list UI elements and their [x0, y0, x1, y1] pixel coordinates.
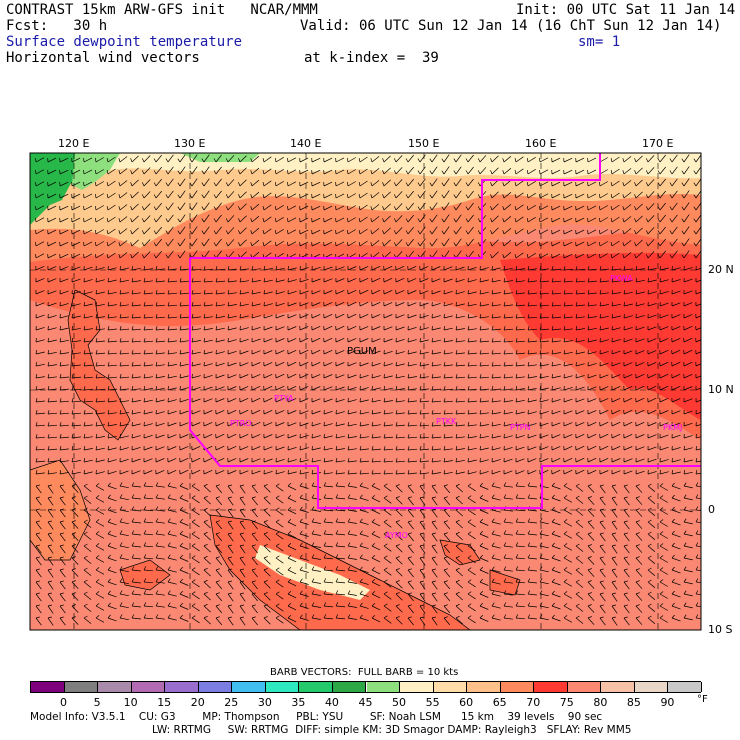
model-info-line2: LW: RRTMG SW: RRTMG DIFF: simple KM: 3D … — [152, 724, 632, 736]
colorbar-swatch — [232, 682, 266, 692]
colorbar-unit: °F — [697, 694, 708, 705]
colorbar-label: 65 — [492, 696, 507, 709]
valid-time: Valid: 06 UTC Sun 12 Jan 14 (16 ChT Sun … — [300, 18, 722, 34]
colorbar-swatch — [64, 682, 99, 692]
init-time: Init: 00 UTC Sat 11 Jan 14 — [516, 2, 736, 18]
field-primary: Surface dewpoint temperature — [6, 34, 243, 50]
colorbar-label: 90 — [660, 696, 675, 709]
station-aymo: AYMO — [385, 531, 408, 540]
smoothing-label: sm= 1 — [578, 34, 621, 50]
land-newguinea-highland — [255, 545, 370, 600]
station-ptya: PTYA — [274, 394, 294, 403]
lon-label-170: 170 E — [642, 137, 674, 150]
colorbar-label: 80 — [593, 696, 608, 709]
colorbar-label: 45 — [358, 696, 373, 709]
colorbar-label: 75 — [559, 696, 574, 709]
colorbar-swatch — [31, 682, 65, 692]
barb-caption: BARB VECTORS: FULL BARB = 10 kts — [270, 667, 459, 678]
colorbar-swatch — [165, 682, 199, 692]
green-top — [180, 153, 260, 162]
colorbar-swatch — [332, 682, 367, 692]
colorbar-swatch — [98, 682, 132, 692]
colorbar-swatch — [567, 682, 602, 692]
fir-boundary — [189, 153, 701, 509]
station-ptkk: PTKK — [436, 417, 457, 426]
green-region — [30, 153, 80, 225]
colorbar-swatch — [433, 682, 468, 692]
map-frame — [29, 152, 702, 631]
colorbar-swatch — [668, 682, 702, 692]
colorbar-label: 85 — [626, 696, 641, 709]
model-info-line1: Model Info: V3.5.1 CU: G3 MP: Thompson P… — [30, 711, 603, 723]
lon-label-120: 120 E — [58, 137, 90, 150]
k-index-label: at k-index = 39 — [304, 50, 439, 66]
colorbar-label: 0 — [60, 696, 68, 709]
colorbar-swatch — [198, 682, 233, 692]
colorbar-swatch — [500, 682, 535, 692]
colorbar-swatch — [366, 682, 401, 692]
station-ptro: PTRO — [230, 419, 252, 428]
colorbar-label: 60 — [459, 696, 474, 709]
colorbar-label: 5 — [93, 696, 101, 709]
wind-barbs — [35, 154, 701, 626]
lon-label-140: 140 E — [290, 137, 322, 150]
colorbar-swatch — [601, 682, 635, 692]
lat-label-10n: 10 N — [708, 383, 734, 396]
colorbar-label: 50 — [392, 696, 407, 709]
lon-label-130: 130 E — [174, 137, 206, 150]
lat-label-20n: 20 N — [708, 263, 734, 276]
colorbar-swatch — [634, 682, 669, 692]
colorbar-swatch — [131, 682, 166, 692]
colorbar-label: 55 — [425, 696, 440, 709]
colorbar — [30, 681, 702, 693]
colorbar-label: 15 — [157, 696, 172, 709]
colorbar-swatch — [265, 682, 300, 692]
colorbar-label: 40 — [324, 696, 339, 709]
lon-label-150: 150 E — [408, 137, 440, 150]
colorbar-label: 20 — [190, 696, 205, 709]
gridlines — [30, 153, 701, 630]
land-newguinea — [209, 514, 471, 630]
station-pkmj: PKMJ — [663, 423, 683, 432]
station-pkwa: PKWA — [610, 274, 633, 283]
deep-red-band — [500, 252, 701, 420]
forecast-hour: Fcst: 30 h — [6, 18, 108, 34]
model-title: CONTRAST 15km ARW-GFS init NCAR/MMM — [6, 2, 318, 18]
colorbar-label: 10 — [123, 696, 138, 709]
lat-label-10s: 10 S — [708, 623, 733, 636]
colorbar-swatch — [299, 682, 333, 692]
land-philippines — [67, 289, 131, 441]
colorbar-swatch — [400, 682, 434, 692]
green-light-region — [72, 153, 120, 190]
station-pgum: PGUM — [347, 346, 377, 357]
station-ptpn: PTPN — [510, 423, 531, 432]
colorbar-label: 25 — [224, 696, 239, 709]
colorbar-label: 30 — [257, 696, 272, 709]
colorbar-swatch — [467, 682, 501, 692]
lon-label-160: 160 E — [525, 137, 557, 150]
colorbar-swatch — [534, 682, 568, 692]
lat-label-0: 0 — [708, 503, 715, 516]
colorbar-label: 35 — [291, 696, 306, 709]
cream-band — [110, 153, 701, 179]
field-secondary: Horizontal wind vectors — [6, 50, 200, 66]
colorbar-label: 70 — [526, 696, 541, 709]
